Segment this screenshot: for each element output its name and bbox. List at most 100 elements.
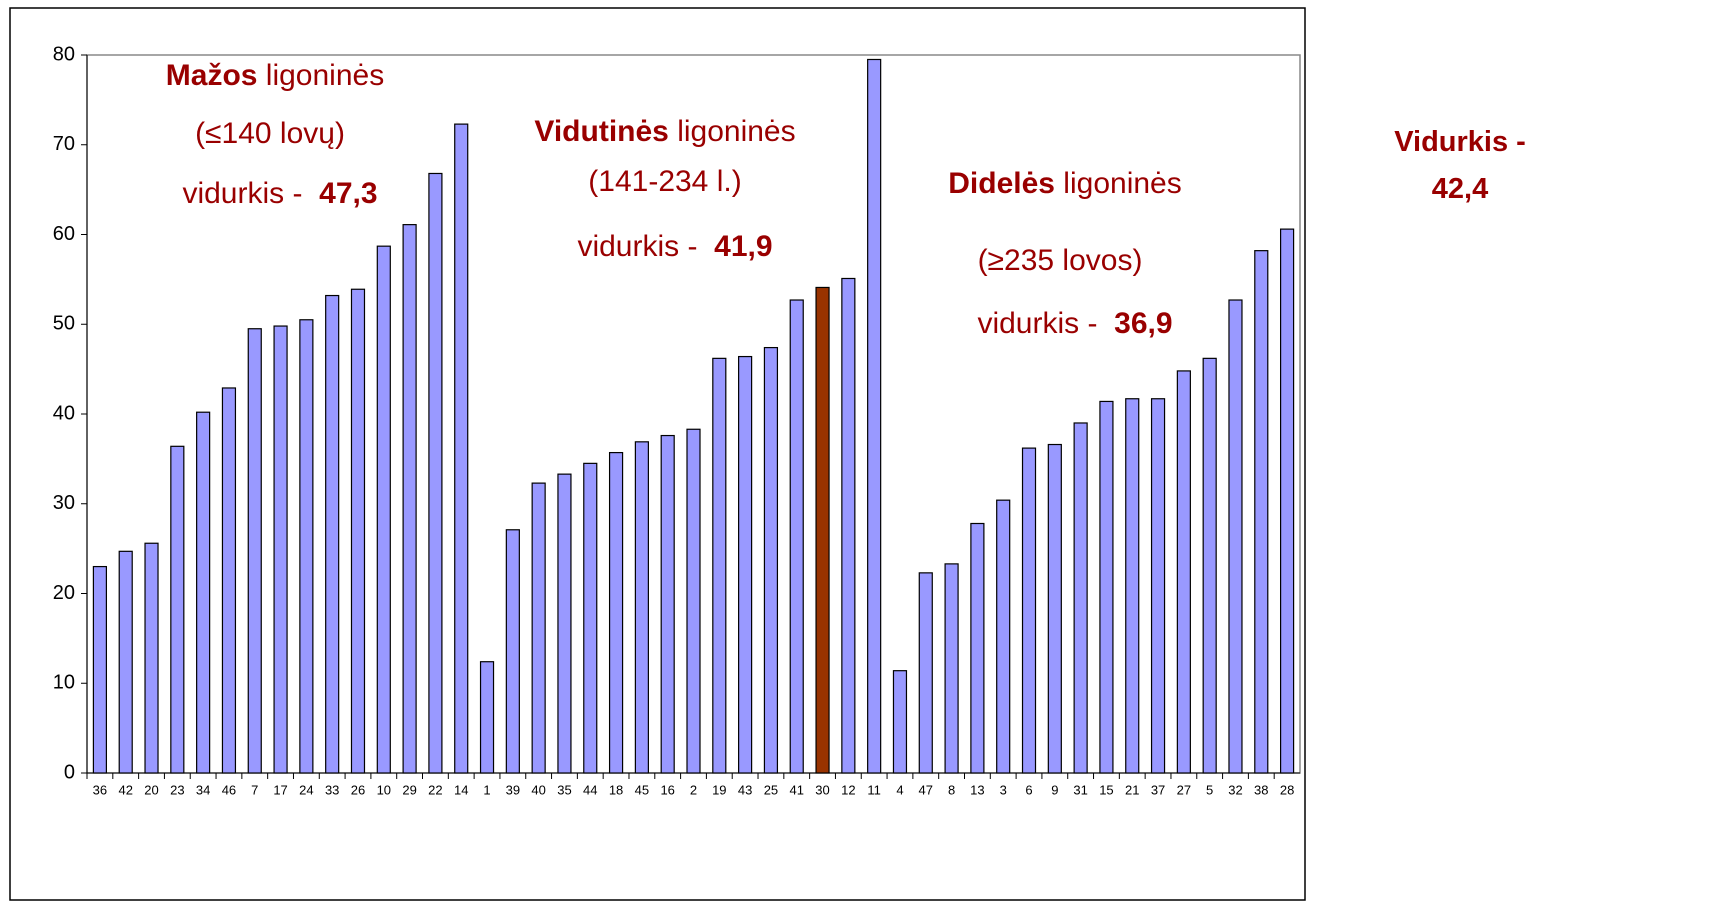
x-tick-label: 29 [402,782,416,797]
x-tick-label: 22 [428,782,442,797]
annotation-part: Mažos [166,59,258,92]
bar [350,288,366,774]
x-tick-label: 7 [251,782,258,797]
annotation: Vidurkis - [1394,126,1526,158]
x-tick-label: 35 [557,782,571,797]
annotation-part: (≤140 lovų) [195,117,345,150]
bar [815,286,830,774]
bar [738,355,753,774]
x-tick-label: 45 [635,782,649,797]
x-tick-label: 21 [1125,782,1139,797]
annotation-part: 47,3 [319,177,377,210]
x-tick-label: 12 [841,782,855,797]
x-tick-label: 5 [1206,782,1213,797]
annotation-part: 41,9 [714,230,772,263]
bar [505,529,520,774]
bar [608,451,624,774]
x-tick-label: 27 [1177,782,1191,797]
x-tick-label: 40 [531,782,545,797]
annotation-part: vidurkis - [577,230,714,263]
x-tick-label: 41 [789,782,803,797]
x-tick-label: 34 [196,782,210,797]
x-tick-label: 11 [867,782,881,797]
x-tick-label: 43 [738,782,752,797]
bar [1073,422,1088,774]
x-tick-label: 33 [325,782,339,797]
bar [1021,447,1037,774]
bar [144,542,159,774]
annotation-part: 42,4 [1432,173,1488,205]
annotation: (≥235 lovos) [978,244,1143,277]
bar [1099,400,1114,774]
bar [970,522,985,774]
annotation-part: ligoninės [257,59,384,92]
bar [1125,398,1140,774]
x-tick-label: 23 [170,782,184,797]
x-tick-label: 26 [351,782,365,797]
annotation: Didelės ligoninės [948,167,1181,200]
x-tick-label: 24 [299,782,313,797]
x-tick-label: 30 [815,782,829,797]
annotation: Vidutinės ligoninės [534,115,795,148]
y-tick-label: 0 [64,761,75,783]
x-tick-label: 10 [377,782,391,797]
x-tick-label: 19 [712,782,726,797]
annotation-part: ligoninės [1055,167,1182,200]
bar [299,319,314,774]
bar [325,294,340,774]
bar [170,445,185,774]
bar [841,277,856,774]
x-tick-label: 6 [1025,782,1032,797]
bar [1150,398,1166,774]
bar [247,328,262,774]
bar [686,428,701,774]
bar [454,123,469,774]
annotation-part: (≥235 lovos) [978,244,1143,277]
bar [1279,228,1295,774]
x-tick-label: 39 [506,782,520,797]
annotation-part: Vidurkis - [1394,126,1526,158]
x-tick-label: 4 [896,782,903,797]
x-tick-label: 2 [690,782,697,797]
bar [118,550,133,774]
x-tick-label: 17 [273,782,287,797]
annotation-part: vidurkis - [977,307,1114,340]
bar [221,387,237,774]
bar [892,670,908,774]
annotation: Mažos ligoninės [166,59,384,92]
x-tick-label: 18 [609,782,623,797]
bar [531,482,546,774]
bar [1047,443,1062,774]
x-tick-label: 15 [1099,782,1113,797]
bar [918,572,933,774]
x-tick-label: 47 [919,782,933,797]
annotation: vidurkis - 41,9 [577,230,772,263]
bar [273,325,288,774]
x-tick-label: 9 [1051,782,1058,797]
annotation: 42,4 [1432,173,1488,205]
bar [789,299,804,774]
bar [557,473,572,774]
annotation-part: vidurkis - [182,177,319,210]
x-tick-label: 32 [1228,782,1242,797]
bar [634,441,649,774]
bar [479,661,495,774]
bar [1254,250,1269,774]
x-tick-label: 25 [764,782,778,797]
bar [1176,370,1191,774]
x-tick-label: 31 [1073,782,1087,797]
annotation-part: Didelės [948,167,1055,200]
x-tick-label: 1 [483,782,490,797]
annotation: (141-234 l.) [588,165,741,198]
bar [583,462,598,774]
x-tick-label: 28 [1280,782,1294,797]
bar [196,411,211,774]
annotation-part: 36,9 [1114,307,1172,340]
x-tick-label: 20 [144,782,158,797]
annotation-part: Vidutinės [534,115,668,148]
bar [660,434,675,774]
y-tick-label: 20 [53,582,75,604]
x-tick-label: 13 [970,782,984,797]
annotation-part: ligoninės [669,115,796,148]
